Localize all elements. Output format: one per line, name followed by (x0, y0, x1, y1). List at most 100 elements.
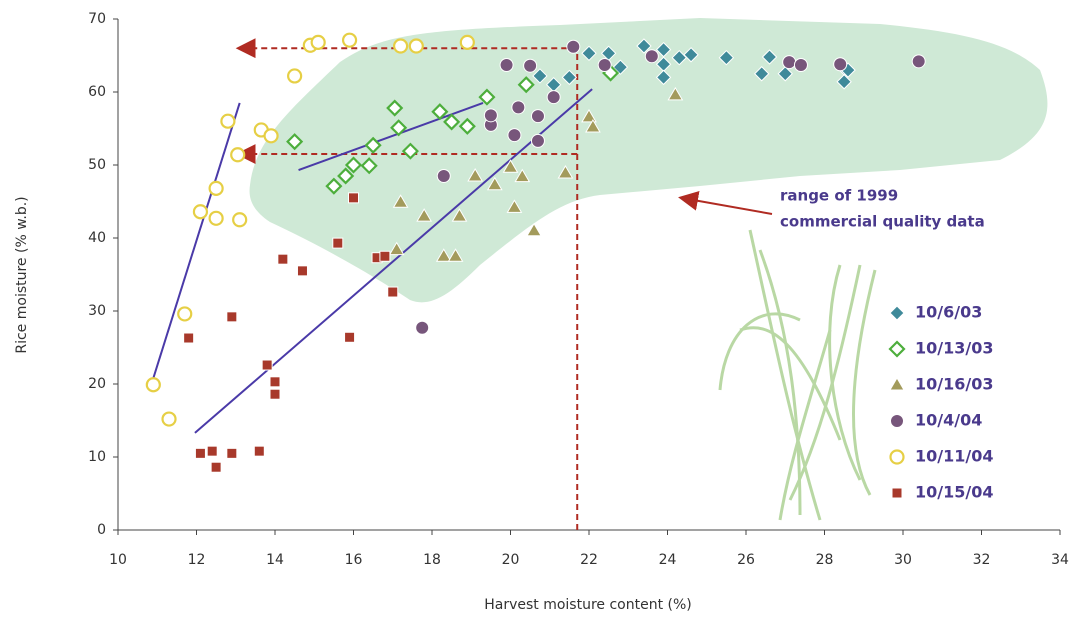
point (325, 177, 343, 195)
legend-label: 10/15/04 (915, 483, 993, 502)
point (636, 38, 652, 54)
annotation-line: range of 1999 (780, 187, 898, 205)
point (337, 167, 355, 185)
annotation-arrow (678, 190, 773, 215)
point (718, 49, 735, 66)
point (230, 147, 246, 163)
y-tick-label: 30 (88, 303, 106, 319)
point (277, 253, 289, 265)
y-tick-label: 10 (88, 449, 106, 465)
point (514, 168, 531, 183)
x-axis-title: Harvest moisture content (%) (484, 597, 692, 613)
x-tick-label: 24 (659, 552, 677, 568)
point (387, 286, 399, 298)
point (447, 248, 464, 262)
point (360, 157, 378, 175)
point (183, 332, 195, 344)
y-tick-label: 50 (88, 157, 106, 173)
trend-line (152, 102, 241, 379)
point (612, 59, 629, 75)
point (344, 331, 356, 343)
point (393, 38, 409, 54)
legend-marker (889, 377, 905, 391)
x-tick-label: 18 (423, 552, 441, 568)
point (206, 445, 218, 457)
point (431, 103, 449, 121)
legend-label: 10/11/04 (915, 447, 993, 466)
x-tick-label: 10 (109, 552, 127, 568)
point (467, 167, 484, 182)
point (436, 168, 451, 183)
point (777, 66, 793, 82)
x-tick-label: 30 (894, 552, 912, 568)
point (348, 192, 359, 204)
legend-marker (891, 487, 903, 499)
legend-marker (889, 305, 905, 321)
annotation-line: commercial quality data (780, 213, 985, 231)
point (220, 113, 236, 129)
point (561, 69, 578, 86)
point (443, 113, 461, 131)
legend-label: 10/4/04 (915, 411, 982, 430)
point (753, 66, 770, 82)
x-tick-label: 28 (816, 552, 834, 568)
x-tick-label: 32 (973, 552, 991, 568)
point (546, 90, 561, 105)
point (458, 117, 476, 135)
point (597, 57, 612, 72)
x-tick-label: 14 (266, 552, 284, 568)
point (435, 248, 452, 262)
point (287, 68, 303, 84)
point (581, 108, 597, 123)
point (192, 204, 209, 220)
point (208, 180, 224, 196)
point (478, 88, 496, 106)
point (296, 265, 308, 277)
point (392, 194, 409, 208)
point (532, 68, 548, 84)
y-axis-title: Rice moisture (% w.b.) (14, 196, 30, 353)
point (263, 128, 279, 144)
point (310, 34, 326, 50)
point (332, 237, 344, 249)
point (483, 108, 498, 123)
y-tick-label: 70 (88, 11, 106, 27)
legend-label: 10/16/03 (915, 375, 993, 394)
point (379, 250, 391, 262)
y-tick-label: 60 (88, 84, 106, 100)
point (253, 445, 265, 457)
point (401, 142, 419, 160)
x-tick-label: 34 (1051, 552, 1069, 568)
x-tick-label: 26 (737, 552, 755, 568)
point (232, 212, 248, 228)
legend-marker (889, 449, 905, 465)
point (459, 34, 475, 50)
point (683, 47, 699, 63)
point (486, 176, 503, 191)
legend-label: 10/6/03 (915, 303, 982, 322)
point (499, 57, 514, 72)
x-tick-label: 12 (188, 552, 206, 568)
point (836, 74, 852, 90)
point (530, 133, 545, 148)
point (523, 58, 538, 73)
point (415, 320, 430, 335)
point (793, 57, 808, 72)
point (530, 109, 545, 124)
point (364, 136, 382, 154)
point (911, 54, 926, 69)
legend-marker (890, 414, 904, 428)
legend-marker (888, 340, 906, 358)
point (286, 133, 304, 151)
x-tick-label: 16 (345, 552, 363, 568)
legend-label: 10/13/03 (915, 339, 993, 358)
point (161, 411, 177, 427)
point (388, 241, 405, 256)
point (226, 447, 238, 459)
point (585, 119, 601, 133)
point (344, 156, 363, 174)
point (667, 86, 684, 101)
point (226, 311, 238, 323)
point (269, 376, 281, 388)
quality-range-region (249, 18, 1048, 303)
